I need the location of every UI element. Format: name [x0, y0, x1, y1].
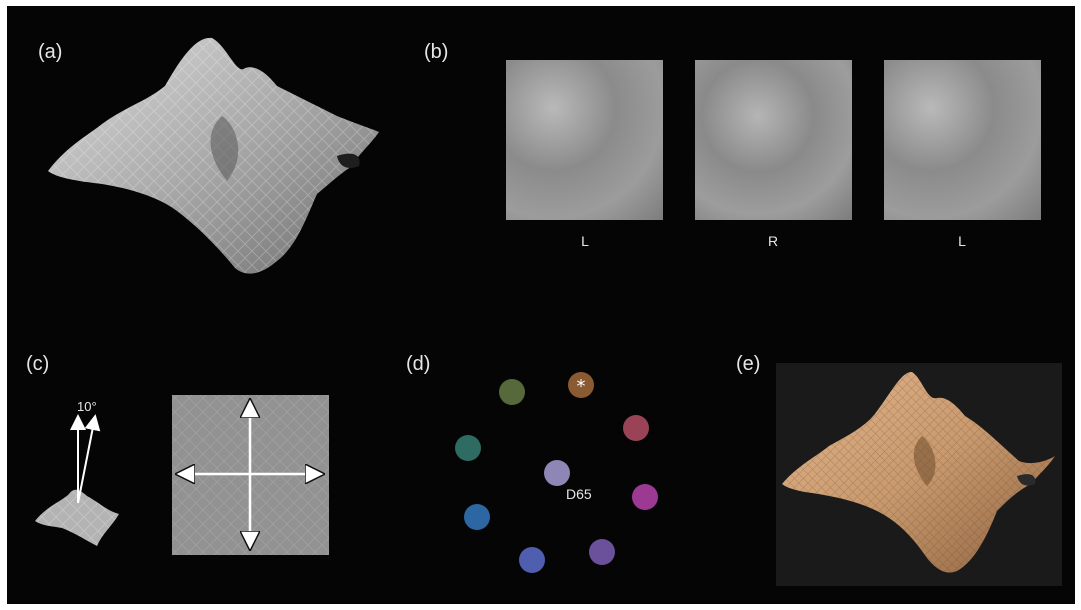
texture-cross-panel: [172, 395, 329, 555]
swatch-orange: *: [568, 372, 594, 398]
figure-canvas: (a) (b): [7, 6, 1075, 604]
stereo-image-left-1: [506, 60, 663, 220]
swatch-magenta: [632, 484, 658, 510]
panel-a-label: (a): [38, 41, 63, 63]
stereo-label-left-1: L: [581, 233, 589, 249]
panel-b-label: (b): [424, 41, 449, 63]
swatch-azure: [464, 504, 490, 530]
stereo-label-right: R: [767, 233, 779, 249]
panel-a-surface: [48, 37, 379, 274]
surface-gray-a: [48, 37, 379, 274]
stereo-image-left-2: [884, 60, 1041, 220]
tilted-arrow: [77, 414, 101, 504]
swatch-teal: [455, 435, 481, 461]
tilt-angle-label: 10°: [77, 399, 97, 414]
swatch-red: [623, 415, 649, 441]
surface-tan-e: [782, 371, 1055, 573]
small-surface: [35, 489, 119, 546]
stereo-label-left-2: L: [958, 233, 966, 249]
panel-c-label: (c): [26, 353, 50, 375]
d65-label: D65: [566, 486, 592, 502]
swatch-blue: [519, 547, 545, 573]
panel-d-label: (d): [406, 353, 431, 375]
panel-e-label: (e): [736, 353, 761, 375]
swatch-olive: [499, 379, 525, 405]
stereo-image-right: [695, 60, 852, 220]
panel-c-diagram: [35, 395, 329, 555]
star-icon: *: [576, 376, 586, 397]
swatch-d65: [544, 460, 570, 486]
swatch-violet: [589, 539, 615, 565]
panel-e-surface: [782, 371, 1055, 573]
